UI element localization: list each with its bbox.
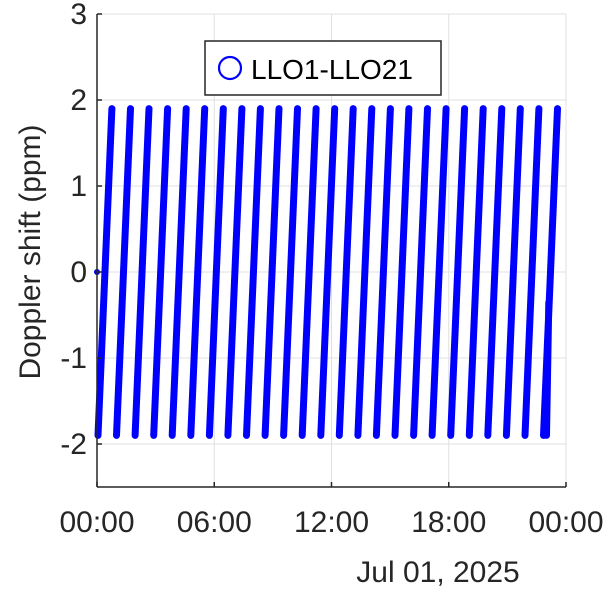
x-tick-label: 00:00 [528,506,603,539]
x-tick-label: 12:00 [294,506,369,539]
y-tick-label: 0 [70,256,87,289]
date-label: Jul 01, 2025 [356,556,519,589]
y-tick-label: 2 [70,84,87,117]
legend-marker-icon [217,55,243,81]
legend-box [204,40,442,96]
x-tick-label: 18:00 [411,506,486,539]
y-tick-label: -2 [60,428,87,461]
series-line-llo1-llo21 [94,105,561,439]
y-tick-label: 3 [70,0,87,31]
y-axis-label: Doppler shift (ppm) [14,124,47,379]
x-tick-label: 06:00 [177,506,252,539]
axes [96,13,567,488]
x-tick-labels: 00:00 06:00 12:00 18:00 00:00 [59,506,603,539]
y-tick-label: 1 [70,170,87,203]
x-tick-label: 00:00 [59,506,134,539]
y-tick-labels: 3 2 1 0 -1 -2 [60,0,87,461]
y-tick-label: -1 [60,342,87,375]
legend: LLO1-LLO21 [204,40,442,96]
series-layer [94,105,561,439]
legend-label: LLO1-LLO21 [251,54,413,85]
